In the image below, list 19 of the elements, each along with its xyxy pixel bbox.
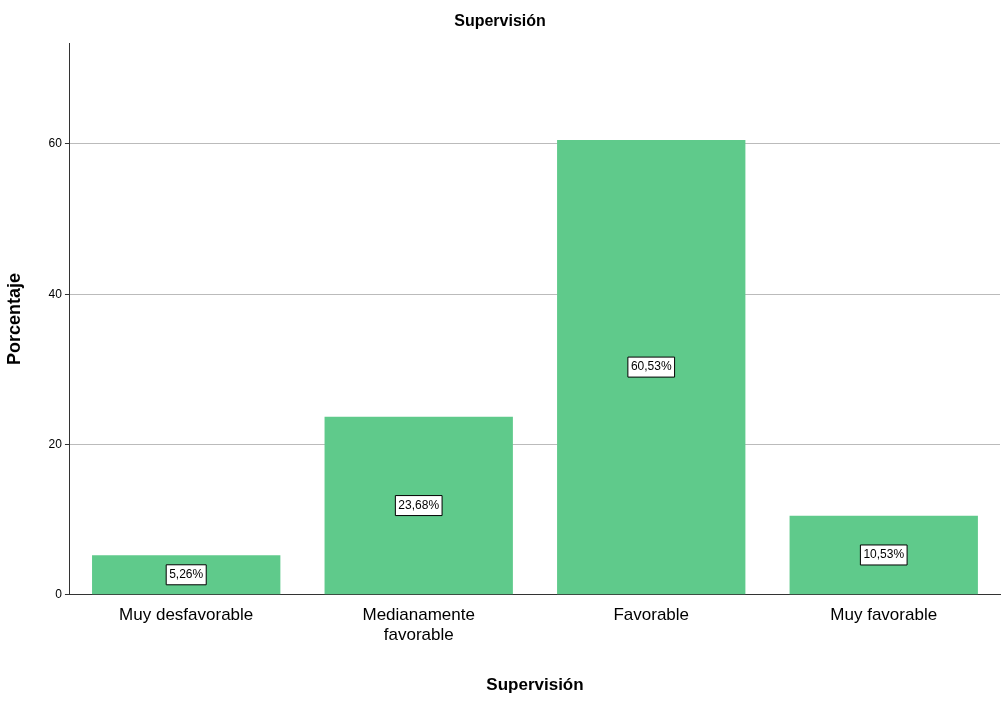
bar — [324, 416, 513, 595]
y-tick-label: 40 — [48, 286, 63, 301]
y-tick-label: 60 — [48, 136, 63, 151]
data-label: 23,68% — [398, 497, 440, 512]
y-axis-title: Porcentaje — [3, 272, 24, 366]
chart-title: Supervisión — [454, 12, 546, 30]
y-tick-label: 20 — [48, 436, 63, 451]
x-tick-label: Favorable — [613, 604, 690, 624]
x-tick-label: Medianamente favorable — [362, 604, 475, 645]
x-tick-label: Muy favorable — [830, 604, 938, 624]
data-label: 60,53% — [630, 359, 672, 374]
bar — [789, 515, 978, 595]
bar — [92, 555, 281, 595]
bar — [557, 139, 746, 595]
x-axis-title: Supervisión — [486, 675, 584, 695]
x-tick-label: Muy desfavorable — [119, 604, 254, 624]
data-label: 5,26% — [169, 567, 204, 582]
y-tick-label: 0 — [55, 587, 63, 602]
data-label: 10,53% — [863, 547, 905, 562]
